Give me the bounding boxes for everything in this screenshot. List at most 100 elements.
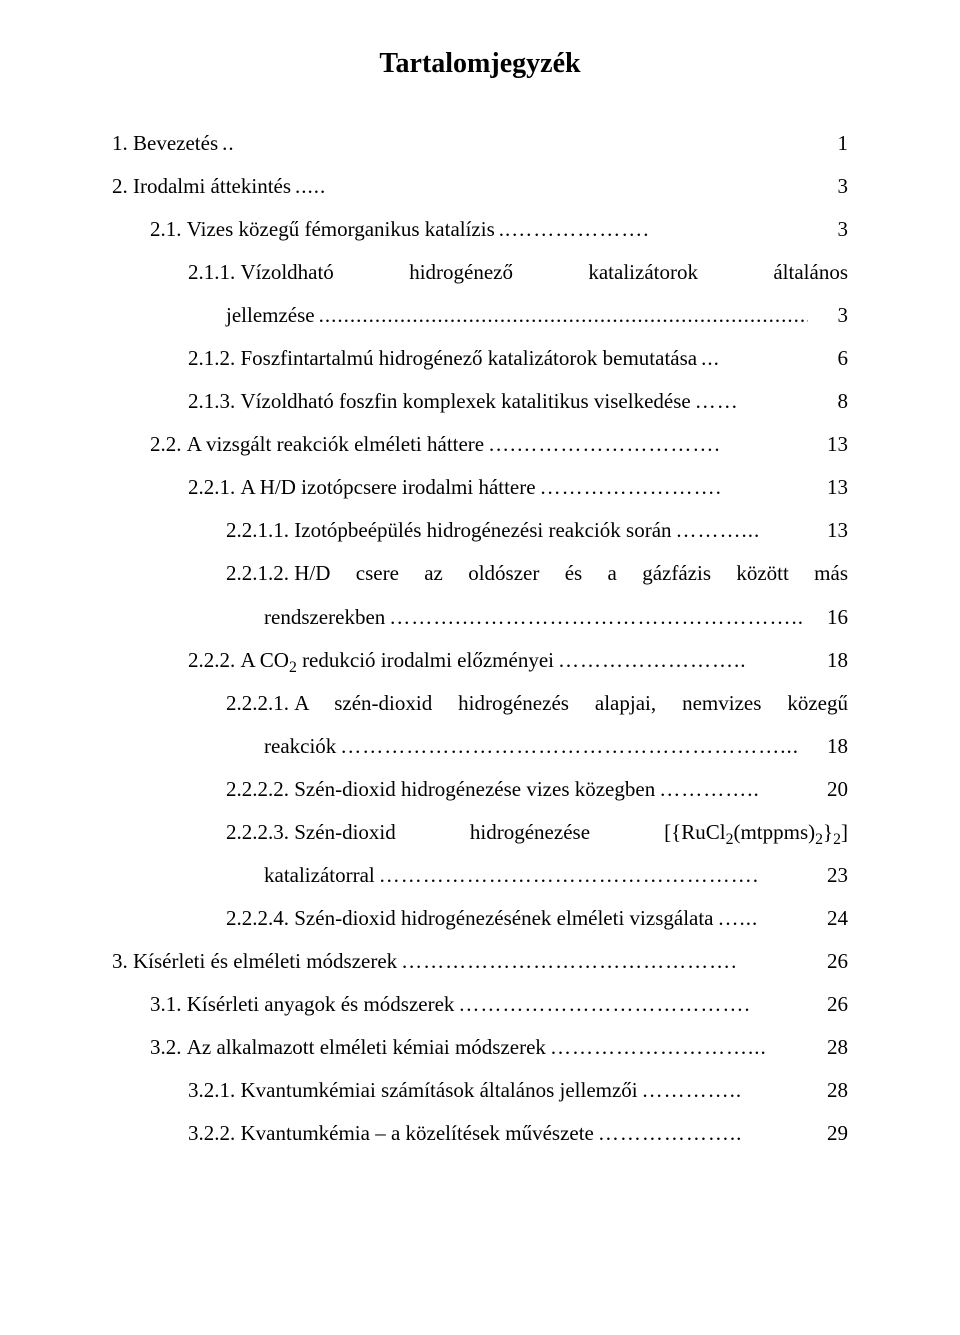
toc-label: 2.1.3. Vízoldható foszfin komplexek kata… (188, 380, 695, 423)
toc-item: 3.2. Az alkalmazott elméleti kémiai móds… (112, 1026, 848, 1069)
toc-page: 13 (808, 423, 848, 466)
leader-dots: ………………………………………. (401, 940, 808, 983)
toc-num: 2.1.3. (188, 389, 241, 413)
toc-label-text: Kísérleti anyagok és módszerek (187, 992, 455, 1016)
toc-item: 2.2.1. A H/D izotópcsere irodalmi hátter… (112, 466, 848, 509)
page-title: Tartalomjegyzék (112, 48, 848, 80)
toc-page: 1 (808, 122, 848, 165)
leader-dots: ……………………. (540, 466, 808, 509)
toc-label-text: A H/D izotópcsere irodalmi háttere (241, 475, 536, 499)
toc-page: 3 (808, 208, 848, 251)
toc-page: 20 (808, 768, 848, 811)
toc-label: 3.1. Kísérleti anyagok és módszerek (150, 983, 458, 1026)
toc-page: 6 (808, 337, 848, 380)
toc-label: 2.1.2. Foszfintartalmú hidrogénező katal… (188, 337, 701, 380)
leader-dots: …... (718, 897, 808, 940)
toc-label-text: Bevezetés (133, 131, 218, 155)
leader-dots: ………………………... (550, 1026, 808, 1069)
toc-num: 3. (112, 949, 133, 973)
toc-page: 3 (808, 294, 848, 337)
leader-dots: ………….. (642, 1069, 808, 1112)
toc-label: Vízoldható hidrogénező katalizátorok ált… (241, 251, 849, 294)
toc-num: 3.2.1. (188, 1078, 241, 1102)
leader-dots: ………….. (659, 768, 808, 811)
toc-page: 26 (808, 940, 848, 983)
toc-num: 2.2.1.1. (226, 518, 294, 542)
toc-page: 29 (808, 1112, 848, 1155)
toc-page: 3 (808, 165, 848, 208)
toc-label-cont: jellemzése (226, 294, 319, 337)
toc-label: 3.2. Az alkalmazott elméleti kémiai móds… (150, 1026, 550, 1069)
leader-dots: .. (222, 122, 808, 165)
leader-dots: ……………….. (598, 1112, 808, 1155)
toc-label-cont: katalizátorral (264, 854, 379, 897)
toc-label-cont: rendszerekben (264, 596, 389, 639)
toc-num: 1. (112, 131, 133, 155)
leader-dots: ….………………………. (488, 423, 808, 466)
toc-label-text: Kvantumkémia – a közelítések művészete (241, 1121, 594, 1145)
toc-label: 2. Irodalmi áttekintés (112, 165, 295, 208)
toc-label: 2.1. Vizes közegű fémorganikus katalízis (150, 208, 499, 251)
toc-item: 3. Kísérleti és elméleti módszerek………………… (112, 940, 848, 983)
toc-page: 28 (808, 1026, 848, 1069)
toc-page: 16 (808, 596, 848, 639)
toc-item: 2.1.1. Vízoldható hidrogénező katalizáto… (112, 251, 848, 337)
toc-label-text: Szén-dioxid hidrogénezése vizes közegben (294, 777, 655, 801)
leader-dots: ... (701, 337, 808, 380)
leader-dots: ……………………………………………………... (340, 725, 808, 768)
toc-item: 2.2.1.1. Izotópbeépülés hidrogénezési re… (112, 509, 848, 552)
toc-page: 18 (808, 639, 848, 682)
toc-item: 1. Bevezetés..1 (112, 122, 848, 165)
toc-label: A szén-dioxid hidrogénezés alapjai, nemv… (294, 682, 848, 725)
toc-num: 2.2.2.3. (226, 811, 294, 854)
toc-entries: 1. Bevezetés..12. Irodalmi áttekintés...… (112, 122, 848, 1155)
toc-label-cont: reakciók (264, 725, 340, 768)
toc-label: 2.2. A vizsgált reakciók elméleti hátter… (150, 423, 488, 466)
leader-dots: ........................................… (319, 294, 808, 337)
toc-label-text: Foszfintartalmú hidrogénező katalizátoro… (241, 346, 698, 370)
toc-item: 2.2.2.3. Szén-dioxid hidrogénezése [{RuC… (112, 811, 848, 897)
toc-page: 8 (808, 380, 848, 423)
toc-label-text: Kísérleti és elméleti módszerek (133, 949, 397, 973)
toc-num: 2.2.1.2. (226, 552, 294, 595)
toc-page: 28 (808, 1069, 848, 1112)
toc-label-text: Irodalmi áttekintés (133, 174, 291, 198)
toc-label-text: Szén-dioxid hidrogénezésének elméleti vi… (294, 906, 713, 930)
toc-page: 24 (808, 897, 848, 940)
toc-label: 2.2.2.2. Szén-dioxid hidrogénezése vizes… (226, 768, 659, 811)
toc-label: 3.2.1. Kvantumkémiai számítások általáno… (188, 1069, 642, 1112)
toc-item: 2.2.2. A CO2 redukció irodalmi előzménye… (112, 639, 848, 682)
toc-num: 2.1.1. (188, 251, 241, 294)
toc-label: 2.2.2. A CO2 redukció irodalmi előzménye… (188, 639, 558, 682)
toc-page: 13 (808, 509, 848, 552)
toc-item: 2.2. A vizsgált reakciók elméleti hátter… (112, 423, 848, 466)
toc-item: 2.2.2.2. Szén-dioxid hidrogénezése vizes… (112, 768, 848, 811)
toc-label-text: A CO2 redukció irodalmi előzményei (241, 648, 554, 672)
leader-dots: ……………………………………………. (379, 854, 808, 897)
toc-num: 3.1. (150, 992, 187, 1016)
toc-item: 2.2.2.4. Szén-dioxid hidrogénezésének el… (112, 897, 848, 940)
toc-num: 2.2.2. (188, 648, 241, 672)
toc-item: 3.2.2. Kvantumkémia – a közelítések művé… (112, 1112, 848, 1155)
toc-label: 2.2.2.4. Szén-dioxid hidrogénezésének el… (226, 897, 718, 940)
leader-dots: …………………….. (558, 639, 808, 682)
toc-num: 2.2. (150, 432, 187, 456)
leader-dots: ..………………. (499, 208, 808, 251)
toc-num: 2.2.2.4. (226, 906, 294, 930)
leader-dots: ……….……………………………………….. (389, 596, 808, 639)
toc-num: 2.2.1. (188, 475, 241, 499)
toc-item: 2.1. Vizes közegű fémorganikus katalízis… (112, 208, 848, 251)
toc-label: H/D csere az oldószer és a gázfázis közö… (294, 552, 848, 595)
toc-page: 18 (808, 725, 848, 768)
toc-item: 2.1.3. Vízoldható foszfin komplexek kata… (112, 380, 848, 423)
toc-label: 3. Kísérleti és elméleti módszerek (112, 940, 401, 983)
toc-num: 2.2.2.2. (226, 777, 294, 801)
toc-label-text: Vizes közegű fémorganikus katalízis (187, 217, 495, 241)
toc-label: 1. Bevezetés (112, 122, 222, 165)
toc-item: 3.1. Kísérleti anyagok és módszerek……………… (112, 983, 848, 1026)
toc-item: 2.1.2. Foszfintartalmú hidrogénező katal… (112, 337, 848, 380)
toc-label: 2.2.1. A H/D izotópcsere irodalmi hátter… (188, 466, 540, 509)
toc-label: 2.2.1.1. Izotópbeépülés hidrogénezési re… (226, 509, 676, 552)
leader-dots: ..... (295, 165, 808, 208)
leader-dots: …………………………………. (458, 983, 808, 1026)
